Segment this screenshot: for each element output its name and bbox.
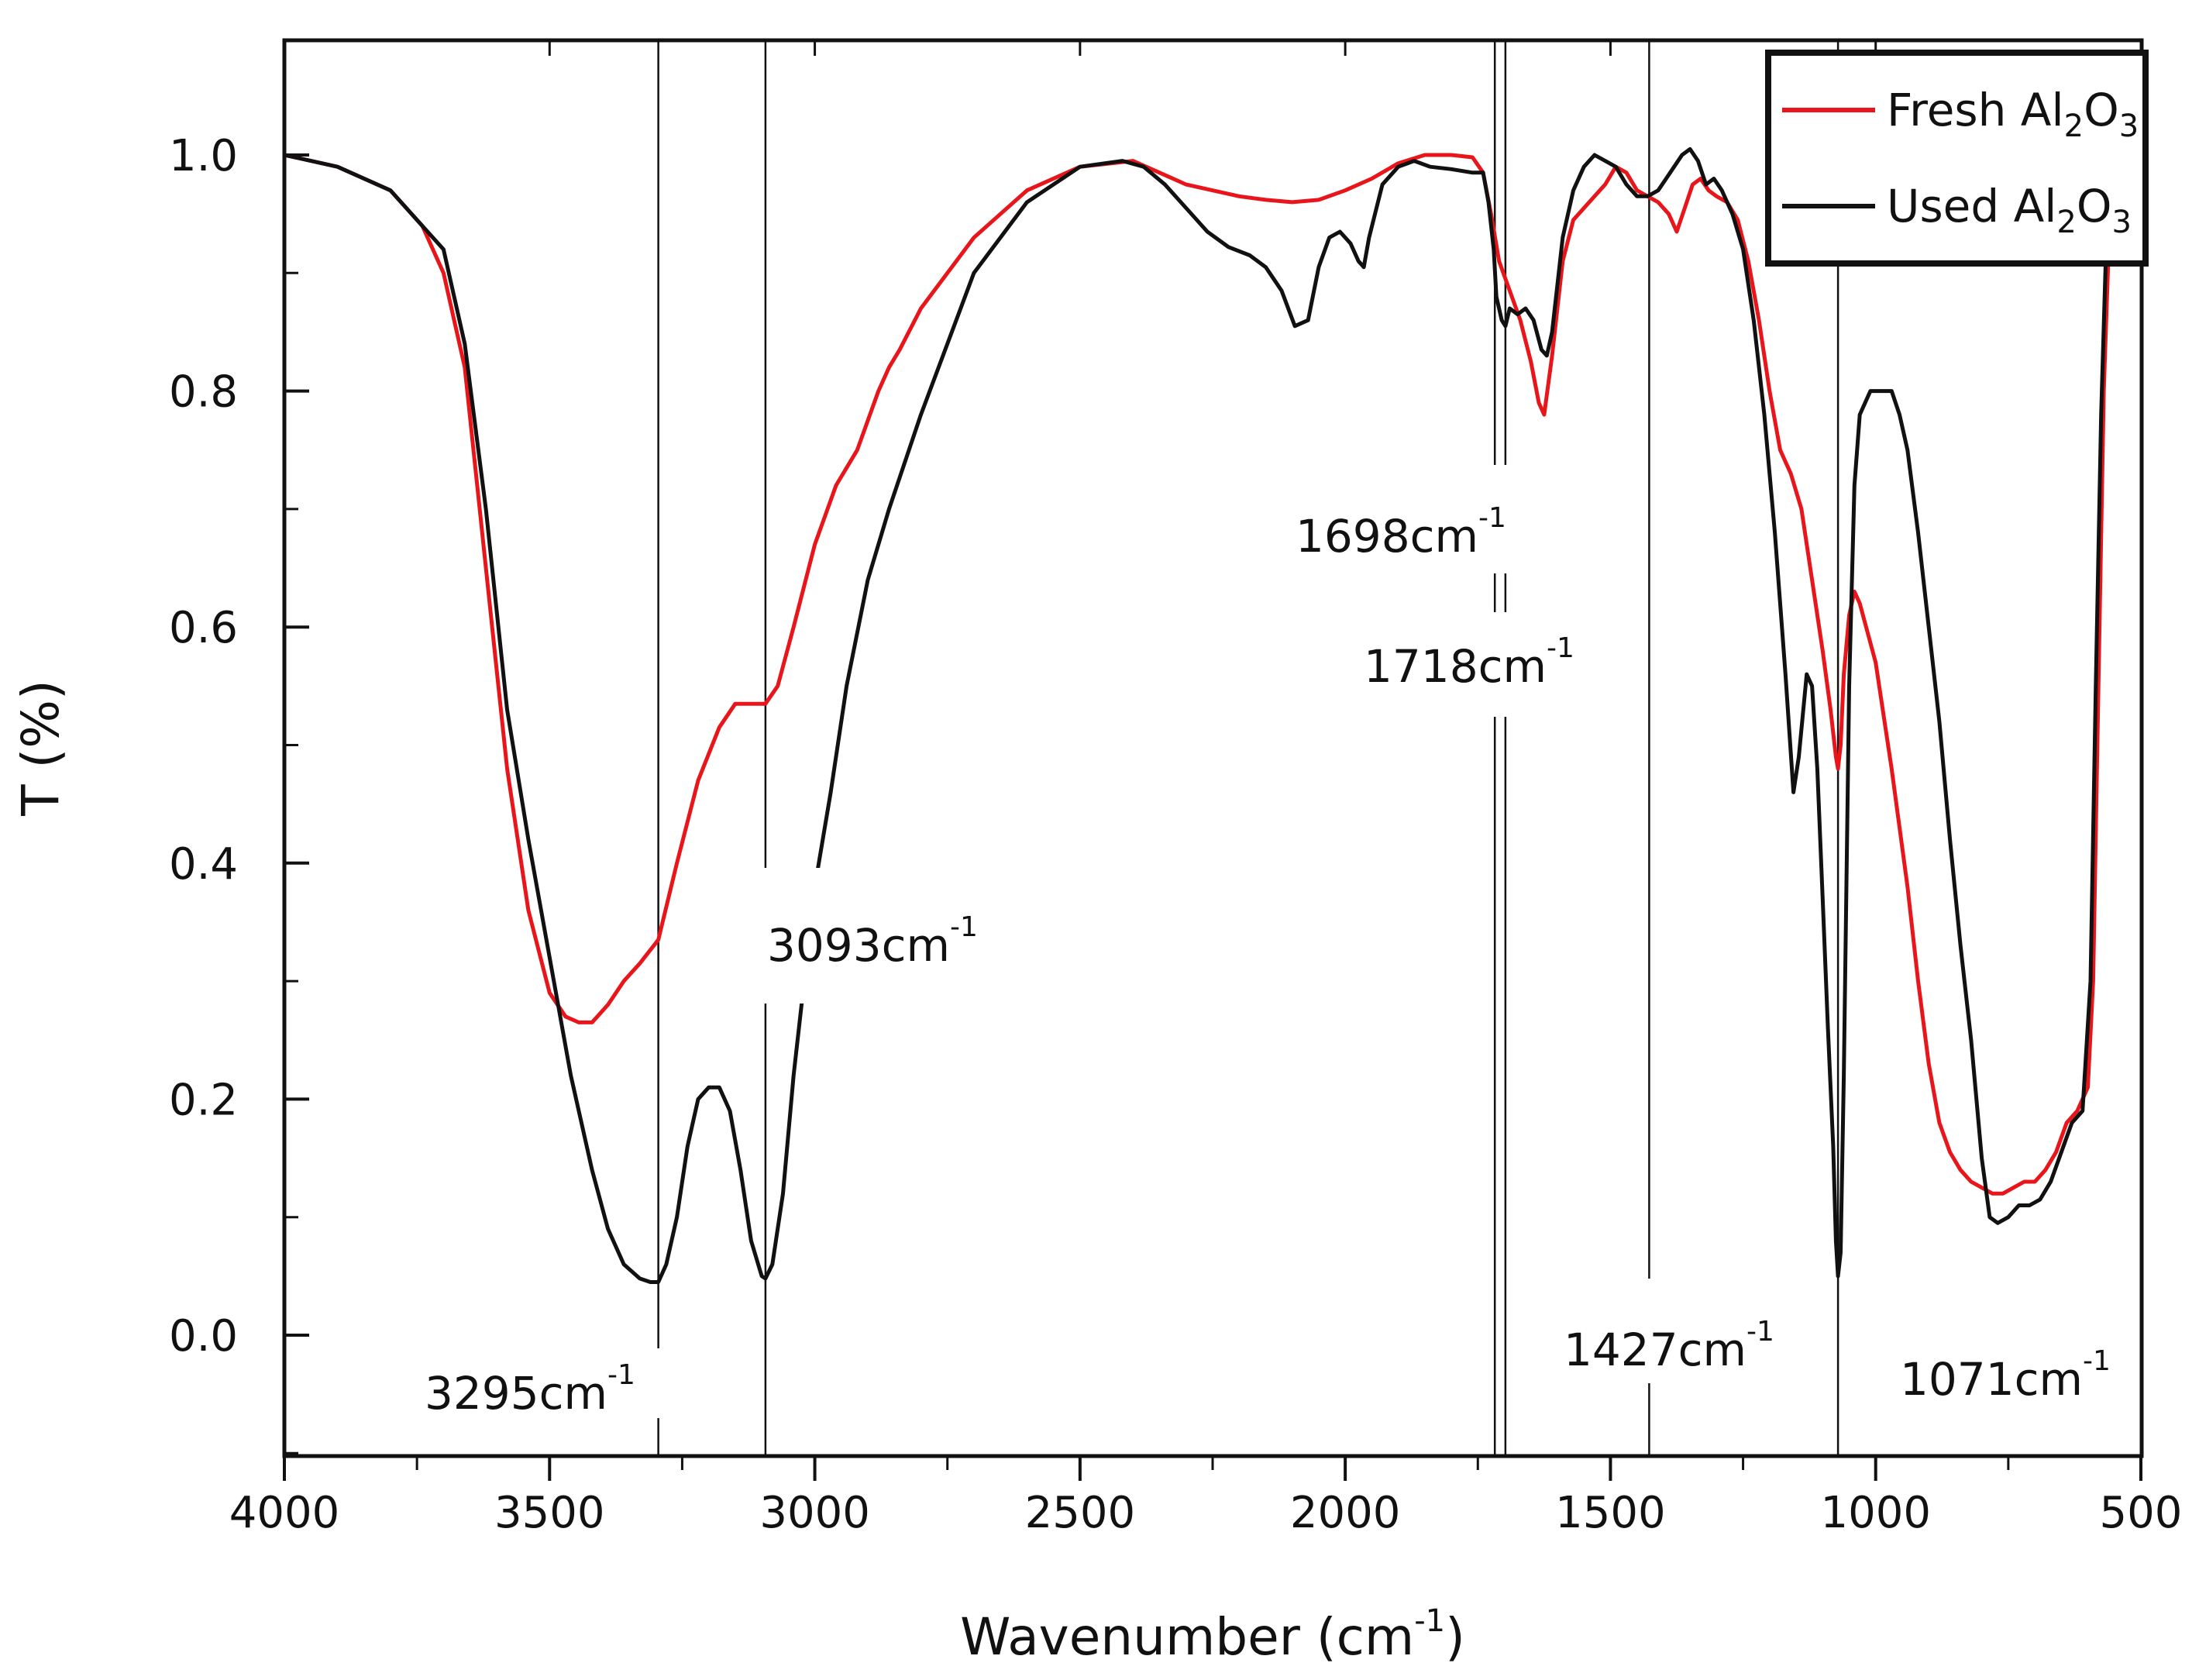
y-tick-label-0.6: 0.6 <box>169 603 238 653</box>
legend-label-used: Used Al2O3 <box>1887 180 2132 240</box>
annotation-3093: 3093cm-1 <box>767 911 978 972</box>
y-tick-label-0.4: 0.4 <box>169 839 238 890</box>
y-axis: 0.0 0.2 0.4 0.6 0.8 1.0 <box>169 131 309 1455</box>
x-tick-label-500: 500 <box>2100 1488 2183 1538</box>
annotation-1071: 1071cm-1 <box>1900 1345 2111 1406</box>
annotation-3295: 3295cm-1 <box>425 1359 635 1420</box>
legend: Fresh Al2O3 Used Al2O3 <box>1765 50 2149 267</box>
series-line-fresh <box>284 153 2114 1196</box>
annotation-bg-1718 <box>1352 612 1608 717</box>
annotation-bg-1427 <box>1557 1279 1805 1383</box>
x-tick-label-1500: 1500 <box>1555 1488 1666 1538</box>
legend-label-fresh: Fresh Al2O3 <box>1887 84 2139 144</box>
annotation-bg-1698 <box>1282 465 1538 573</box>
annotation-1427: 1427cm-1 <box>1564 1316 1774 1376</box>
series-layer <box>284 146 2114 1284</box>
y-tick-label-1: 1.0 <box>169 131 238 181</box>
x-axis: 4000 3500 3000 2500 2000 1500 1000 500 <box>229 40 2183 1538</box>
legend-box <box>1765 50 2149 267</box>
x-tick-label-3500: 3500 <box>494 1488 605 1538</box>
y-tick-label-0.8: 0.8 <box>169 367 238 418</box>
annotation-1698: 1698cm-1 <box>1296 502 1506 563</box>
x-axis-title: Wavenumber (cm-1) <box>960 1603 1465 1667</box>
annotation-bg-1071 <box>1894 1321 2142 1406</box>
peak-annotations: 3295cm-1 3093cm-1 1698cm-1 1718cm-1 1427… <box>417 465 2142 1420</box>
annotation-1718: 1718cm-1 <box>1364 632 1574 693</box>
x-tick-label-2500: 2500 <box>1025 1488 1136 1538</box>
annotation-bg-3093 <box>759 868 1007 1004</box>
annotation-bg-3295 <box>417 1348 665 1418</box>
y-axis-title: T (%) <box>11 680 71 817</box>
x-tick-label-1000: 1000 <box>1820 1488 1931 1538</box>
y-tick-label-0.2: 0.2 <box>169 1075 238 1125</box>
x-tick-label-3000: 3000 <box>759 1488 870 1538</box>
series-line-used <box>284 146 2112 1284</box>
x-tick-label-2000: 2000 <box>1290 1488 1401 1538</box>
y-tick-label-0: 0.0 <box>169 1311 238 1362</box>
x-tick-label-4000: 4000 <box>229 1488 340 1538</box>
